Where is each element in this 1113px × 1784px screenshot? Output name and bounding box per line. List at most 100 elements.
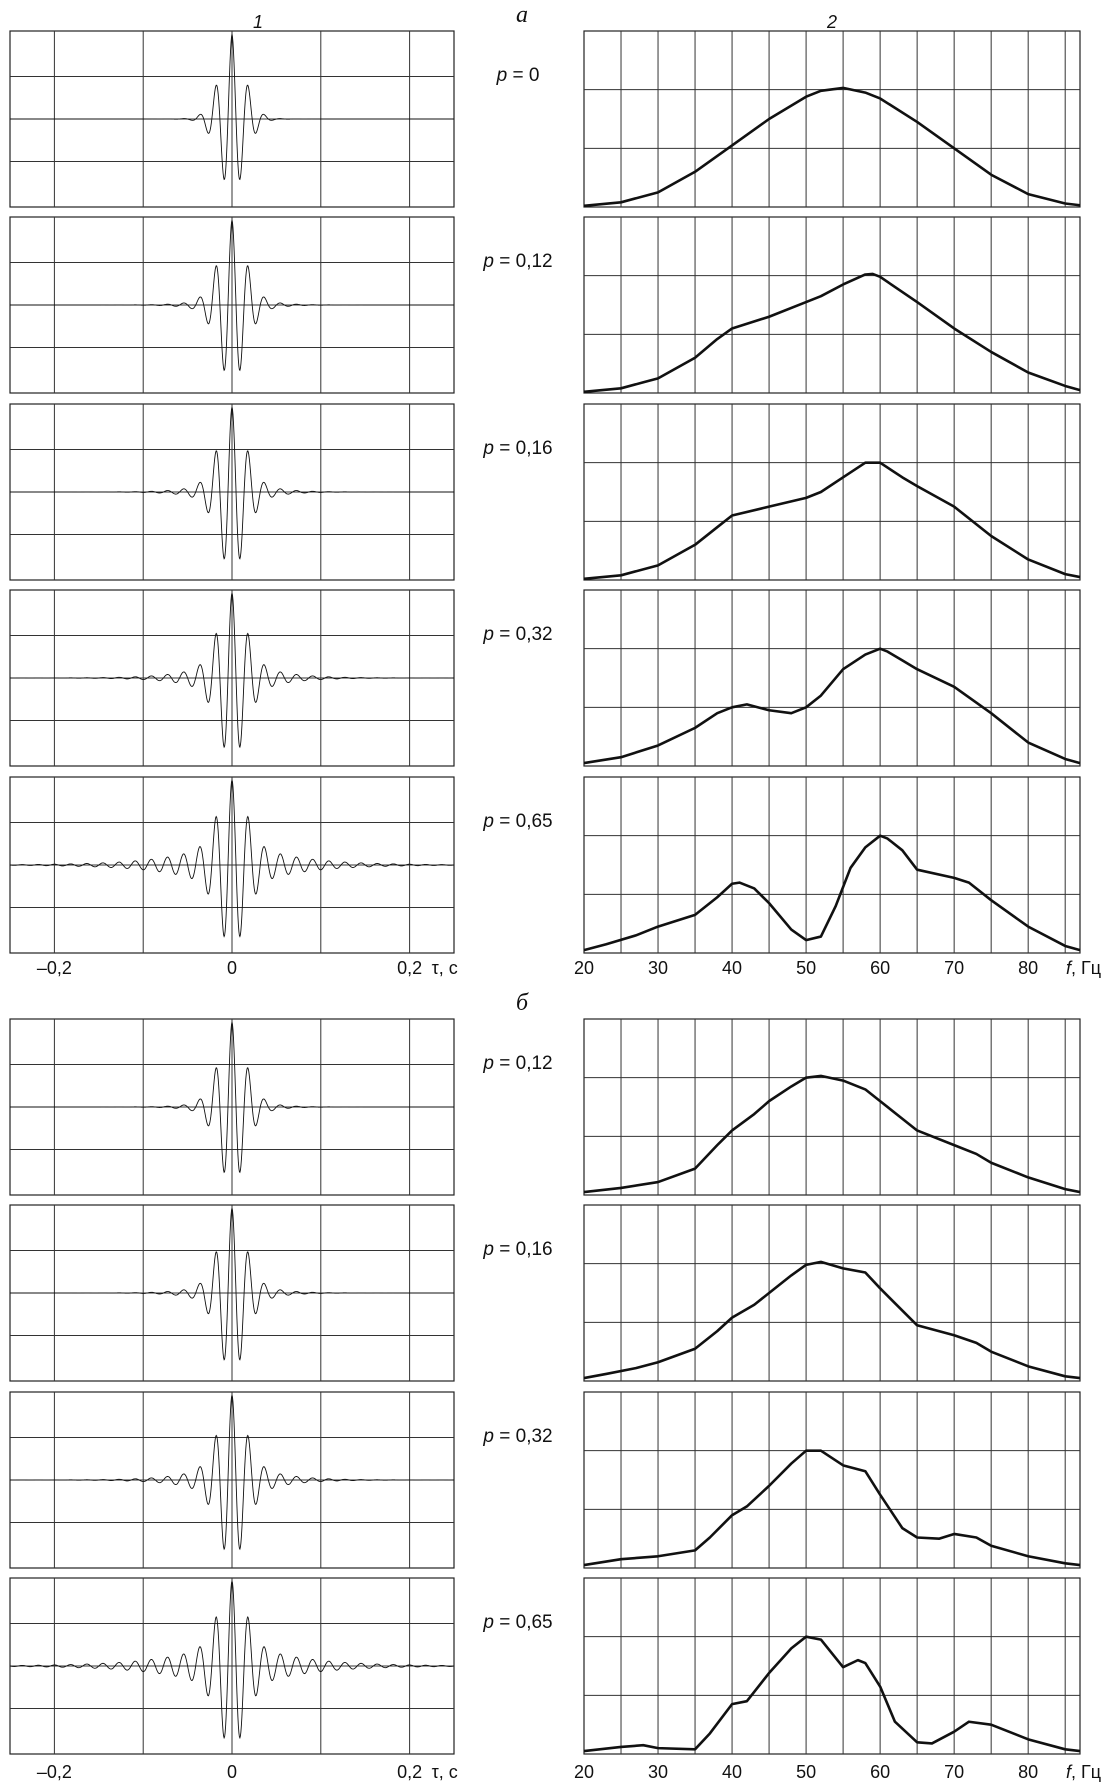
spectrum-tick-label: 30 [648, 1762, 668, 1782]
acf-axis-unit: τ, с [432, 958, 458, 978]
spectrum-panel-frame [583, 403, 1081, 581]
p-value-text: = 0,32 [494, 624, 553, 645]
spectrum-tick-label: 60 [870, 958, 890, 978]
spectrum-panel-frame [583, 1204, 1081, 1382]
spectrum-curve [583, 1449, 1081, 1567]
spectrum-tick-label: 20 [574, 958, 594, 978]
spectrum-axis-unit-symbol: f [1066, 958, 1073, 978]
spectrum-axis-unit: f, Гц [1066, 958, 1101, 978]
spectrum-panel-frame [583, 216, 1081, 394]
spectrum-tick-label: 40 [722, 958, 742, 978]
p-value-label: p = 0,16 [482, 1239, 552, 1260]
spectrum-panel-frame [583, 589, 1081, 767]
spectrum-axis-unit-symbol: f [1066, 1762, 1073, 1782]
p-symbol: p [482, 438, 494, 459]
p-value-text: = 0,32 [494, 1426, 553, 1447]
p-value-text: = 0 [507, 65, 539, 86]
p-value-text: = 0,65 [494, 811, 553, 832]
col-left-header: 1 [253, 12, 263, 32]
acf-tick-label: 0,2 [397, 1762, 422, 1782]
spectrum-panel [583, 1204, 1081, 1382]
p-symbol: p [482, 811, 494, 832]
spectrum-panel-frame [583, 1577, 1081, 1755]
acf-curve [10, 1021, 454, 1174]
spectrum-panel [583, 1577, 1081, 1755]
p-symbol: p [482, 1239, 494, 1260]
p-value-text: = 0,12 [494, 251, 553, 272]
col-right-header: 2 [826, 12, 837, 32]
panels-container: аp = 0p = 0,12p = 0,16p = 0,32p = 0,65–0… [9, 2, 1101, 1782]
spectrum-curve [583, 834, 1081, 952]
spectrum-panel-frame [583, 1391, 1081, 1569]
spectrum-tick-label: 60 [870, 1762, 890, 1782]
spectrum-tick-label: 50 [796, 958, 816, 978]
spectrum-tick-label: 20 [574, 1762, 594, 1782]
acf-tick-label: –0,2 [37, 1762, 72, 1782]
spectrum-panel [583, 589, 1081, 767]
acf-panel [9, 1391, 455, 1569]
section-label: б [516, 990, 529, 1016]
p-value-label: p = 0,65 [482, 811, 552, 832]
spectrum-panel [583, 30, 1081, 208]
acf-curve [10, 592, 454, 749]
spectrum-tick-label: 30 [648, 958, 668, 978]
acf-curve [10, 1207, 454, 1361]
spectrum-axis-unit-text: , Гц [1071, 958, 1101, 978]
acf-panel [9, 1577, 455, 1755]
spectrum-curve [583, 1074, 1081, 1194]
spectrum-tick-label: 40 [722, 1762, 742, 1782]
p-symbol: p [482, 251, 494, 272]
acf-curve [9, 1579, 455, 1740]
p-value-text: = 0,65 [494, 1612, 553, 1633]
acf-panel [9, 216, 455, 394]
p-value-label: p = 0,65 [482, 1612, 552, 1633]
p-value-label: p = 0 [496, 65, 540, 86]
acf-curve [10, 219, 454, 372]
spectrum-axis-unit-text: , Гц [1071, 1762, 1101, 1782]
p-value-label: p = 0,12 [482, 251, 552, 272]
spectrum-panel [583, 1391, 1081, 1569]
p-value-label: p = 0,32 [482, 624, 552, 645]
acf-panel [9, 776, 455, 954]
p-value-text: = 0,16 [494, 438, 553, 459]
acf-curve [10, 33, 454, 181]
acf-tick-label: –0,2 [37, 958, 72, 978]
spectrum-curve [583, 86, 1081, 208]
p-symbol: p [482, 1053, 494, 1074]
spectrum-curve [583, 1260, 1081, 1380]
p-value-text: = 0,12 [494, 1053, 553, 1074]
p-value-label: p = 0,32 [482, 1426, 552, 1447]
acf-panel [9, 1018, 455, 1196]
acf-panel [9, 589, 455, 767]
acf-panel [9, 30, 455, 208]
p-symbol: p [496, 65, 508, 86]
p-symbol: p [482, 1426, 494, 1447]
acf-curve [10, 406, 454, 560]
section-label: а [516, 2, 528, 28]
spectrum-curve [583, 461, 1081, 581]
p-value-label: p = 0,16 [482, 438, 552, 459]
spectrum-panel [583, 216, 1081, 394]
spectrum-panel [583, 1018, 1081, 1196]
spectrum-tick-label: 80 [1018, 958, 1038, 978]
acf-tick-label: 0 [227, 1762, 237, 1782]
acf-curve [9, 778, 455, 938]
spectrum-axis-unit: f, Гц [1066, 1762, 1101, 1782]
spectrum-tick-label: 70 [944, 1762, 964, 1782]
spectrum-curve [583, 1635, 1081, 1753]
p-symbol: p [482, 624, 494, 645]
acf-panel [9, 403, 455, 581]
acf-axis-unit: τ, с [432, 1762, 458, 1782]
p-symbol: p [482, 1612, 494, 1633]
spectrum-curve [583, 647, 1081, 765]
acf-tick-label: 0 [227, 958, 237, 978]
acf-panel [9, 1204, 455, 1382]
p-value-label: p = 0,12 [482, 1053, 552, 1074]
p-value-text: = 0,16 [494, 1239, 553, 1260]
spectrum-tick-label: 80 [1018, 1762, 1038, 1782]
spectrum-tick-label: 70 [944, 958, 964, 978]
acf-tick-label: 0,2 [397, 958, 422, 978]
spectrum-curve [583, 272, 1081, 394]
spectrum-panel [583, 403, 1081, 581]
